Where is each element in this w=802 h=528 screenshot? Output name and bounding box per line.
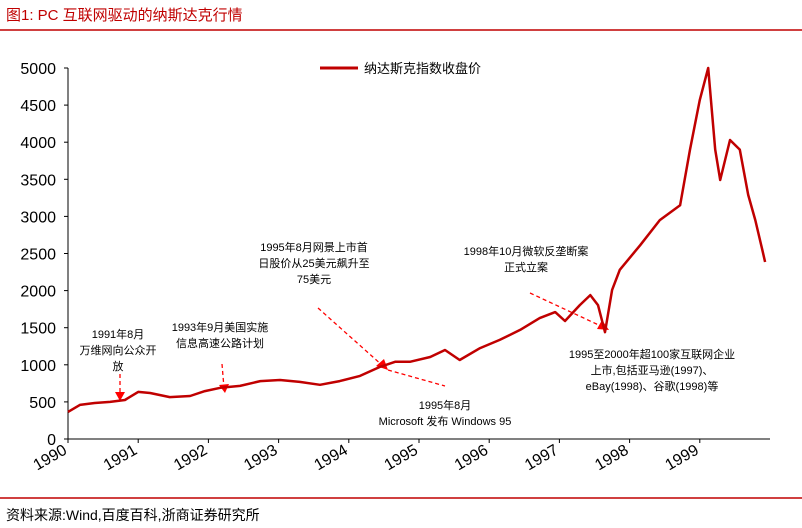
- annotation: 1995年8月网景上市首: [260, 240, 368, 254]
- y-tick-label: 3500: [20, 172, 56, 189]
- x-tick-label: 1994: [311, 442, 350, 475]
- x-tick-label: 1993: [241, 442, 280, 475]
- annotation: 1995至2000年超100家互联网企业: [569, 347, 735, 361]
- x-tick-label: 1991: [101, 442, 140, 475]
- annotation: 放: [113, 359, 124, 373]
- y-tick-label: 2500: [20, 247, 56, 264]
- x-tick-label: 1995: [382, 442, 421, 475]
- y-tick-label: 1000: [20, 358, 56, 375]
- y-tick-label: 1500: [20, 321, 56, 338]
- annotation: 1995年8月: [419, 398, 472, 412]
- annotation: 上市,包括亚马逊(1997)、: [591, 363, 714, 377]
- x-tick-label: 1999: [662, 442, 701, 475]
- annotation: 万维网向公众开: [80, 343, 157, 357]
- series-line: [67, 66, 767, 413]
- annotation: 正式立案: [504, 260, 548, 274]
- x-tick-label: 1997: [522, 442, 561, 475]
- legend-label: 纳达斯克指数收盘价: [364, 61, 481, 76]
- annotation: eBay(1998)、谷歌(1998)等: [586, 379, 719, 393]
- x-tick-label: 1998: [592, 442, 631, 475]
- y-tick-label: 4000: [20, 135, 56, 152]
- y-tick-label: 500: [29, 395, 56, 412]
- y-tick-label: 2000: [20, 284, 56, 301]
- chart-title: 图1: PC 互联网驱动的纳斯达克行情: [6, 7, 243, 24]
- y-tick-label: 4500: [20, 98, 56, 115]
- annotation: 日股价从25美元飙升至: [258, 256, 369, 270]
- annotation: 1993年9月美国实施: [172, 320, 269, 334]
- arrows: [119, 292, 604, 396]
- y-tick-label: 5000: [20, 61, 56, 78]
- source: 资料来源:Wind,百度百科,浙商证券研究所: [6, 507, 260, 523]
- annotation: 75美元: [297, 273, 331, 286]
- x-tick-label: 1992: [171, 442, 210, 475]
- x-tick-label: 1996: [452, 442, 491, 475]
- annotation: 1991年8月: [92, 327, 145, 341]
- annotation: 1998年10月微软反垄断案: [464, 244, 589, 258]
- y-tick-label: 3000: [20, 209, 56, 226]
- annotation: 信息高速公路计划: [176, 336, 264, 350]
- annotation: Microsoft 发布 Windows 95: [379, 414, 512, 428]
- y-tick-label: 0: [47, 432, 56, 449]
